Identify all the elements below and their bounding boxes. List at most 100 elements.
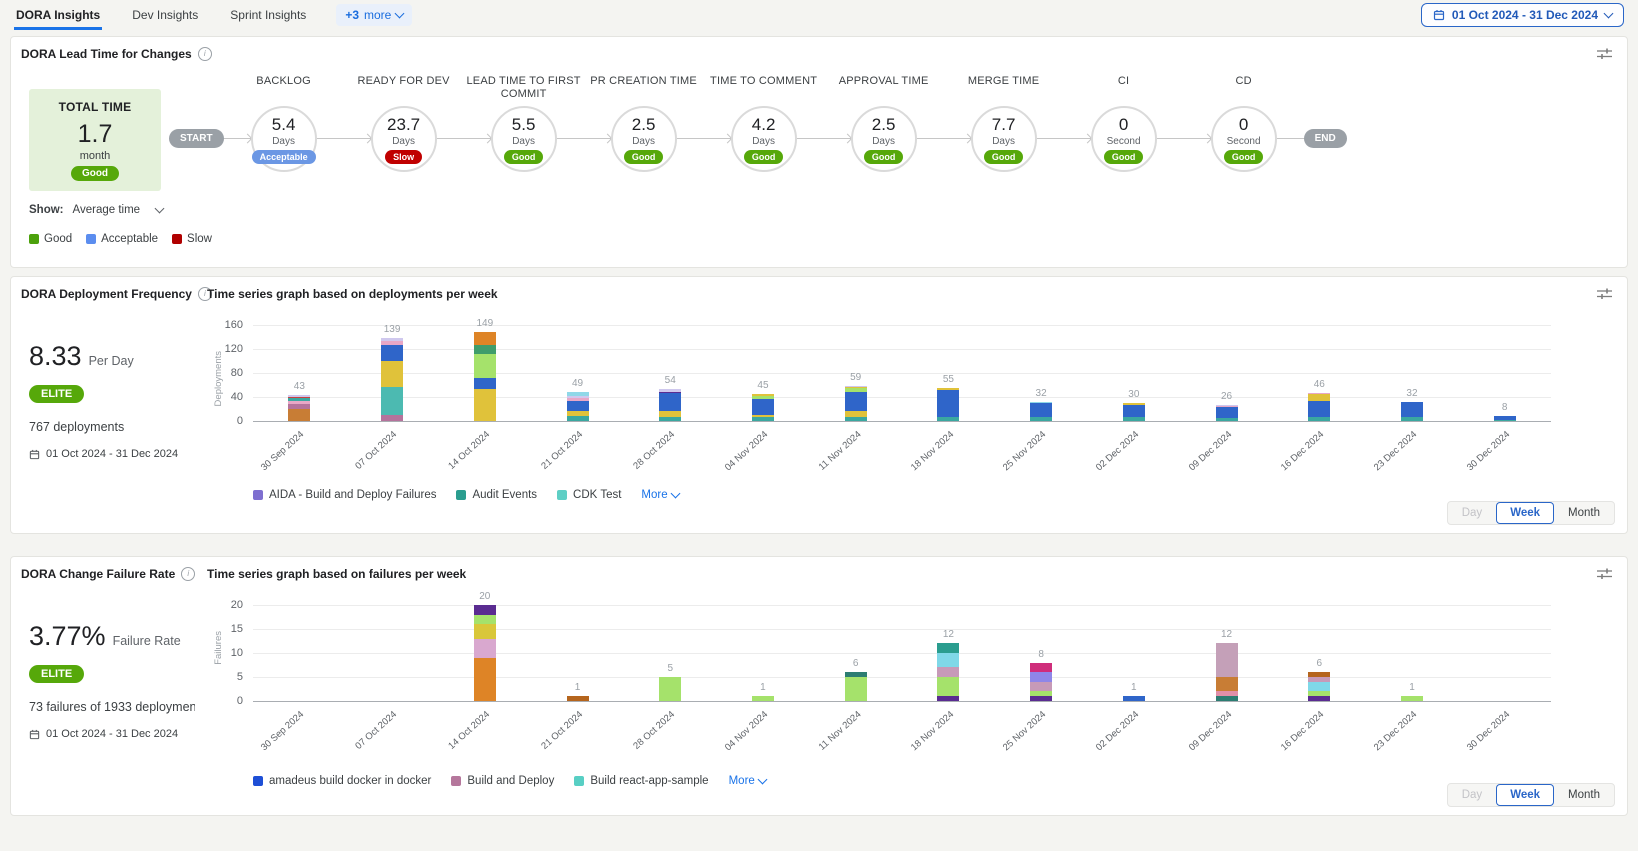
bar-segment [381,341,404,345]
bar-value-label: 5 [667,663,674,674]
stage-unit: Days [392,135,415,147]
bar-segment [1030,691,1053,697]
y-tick-label: 40 [230,391,243,403]
date-range-picker[interactable]: 01 Oct 2024 - 31 Dec 2024 [1420,3,1624,27]
flow-stage-approval-time: APPROVAL TIME 2.5 Days Good [824,75,944,172]
bar-segment [566,416,589,421]
bar-09-dec-2024 [1215,405,1238,421]
info-icon[interactable]: i [181,567,196,581]
legend-more-button[interactable]: More [641,488,681,501]
bar-segment [751,394,774,396]
legend-label: CDK Test [573,489,622,501]
bar-segment [1493,416,1516,420]
bar-value-label: 6 [852,658,859,670]
bar-segment [566,696,589,701]
period-week-button[interactable]: Week [1496,784,1555,806]
y-tick-label: 80 [230,367,243,379]
legend-color-chip [253,776,263,786]
bar-slot-11-nov-2024: 6 11 Nov 2024 [809,605,902,753]
bar-23-dec-2024 [1400,401,1423,421]
info-icon[interactable]: i [197,287,212,301]
period-day-button[interactable]: Day [1461,789,1483,801]
failure-chart-area: Failures 0 5 10 15 20 30 Sep 2024 07 Oct 2024 20… [207,591,1615,787]
info-icon[interactable]: i [197,47,212,61]
legend-item-amadeus-build-docker-in-docker[interactable]: amadeus build docker in docker [253,775,431,787]
chevron-down-icon [394,8,405,19]
change-failure-rate-card: DORA Change Failure Rate i Time series g… [10,556,1628,816]
bar-segment [1122,403,1145,406]
legend-more-button[interactable]: More [729,774,768,787]
filter-settings-icon[interactable] [1596,47,1613,60]
legend-item-aida-build-and-deploy-failures[interactable]: AIDA - Build and Deploy Failures [253,489,436,501]
x-axis-tick-label: 09 Dec 2024 [1186,709,1234,754]
bar-segment [1493,419,1516,421]
more-tabs-label: more [364,8,392,22]
stage-status-badge: Slow [385,149,423,164]
legend-item-build-and-deploy[interactable]: Build and Deploy [451,775,554,787]
flow-stage-pr-creation-time: PR CREATION TIME 2.5 Days Good [584,75,704,172]
stage-status-badge: Acceptable [251,149,316,164]
deployment-subtitle: Time series graph based on deployments p… [207,287,498,301]
bar-slot-30-dec-2024: 8 30 Dec 2024 [1458,325,1551,473]
bar-value-label: 32 [1406,387,1418,399]
legend-label: Build and Deploy [467,775,555,787]
stage-circle: 2.5 Days Good [610,106,677,172]
bar-segment [473,389,496,421]
legend-item-audit-events[interactable]: Audit Events [456,489,537,501]
x-axis-tick-label: 02 Dec 2024 [1093,429,1142,474]
stage-circle: 0 Second Good [1210,106,1277,172]
bar-21-oct-2024 [566,391,589,421]
lead-time-title: DORA Lead Time for Changes [21,47,192,61]
more-tabs-button[interactable]: +3 more [336,4,413,26]
stage-value: 23.7 [387,114,421,134]
bar-segment [1030,662,1053,673]
bar-25-nov-2024 [1030,662,1053,701]
bar-segment [566,401,589,411]
bar-segment [937,643,960,654]
legend-item-cdk-test[interactable]: CDK Test [557,489,621,501]
bar-segment [1400,402,1423,417]
bar-segment [659,411,682,417]
deployment-header: DORA Deployment Frequency i Time series … [11,277,1627,301]
bar-segment [473,605,496,615]
filter-settings-icon[interactable] [1596,567,1613,580]
bar-slot-11-nov-2024: 59 11 Nov 2024 [809,325,902,473]
stage-label: PR CREATION TIME [590,75,697,87]
legend-item-build-react-app-sample[interactable]: Build react-app-sample [574,775,709,787]
period-day-button[interactable]: Day [1461,507,1483,519]
period-week-button[interactable]: Week [1496,502,1555,524]
bar-segment [937,388,960,390]
bar-segment [1400,696,1423,701]
date-range-label: 01 Oct 2024 - 31 Dec 2024 [1451,8,1598,22]
period-month-button[interactable]: Month [1568,789,1600,801]
bar-segment [751,417,774,421]
bars-row: 30 Sep 2024 07 Oct 2024 20 14 Oct 2024 1 21 O… [253,591,1551,753]
deployment-title: DORA Deployment Frequency [21,287,192,301]
tab-dora-insights[interactable]: DORA Insights [14,1,103,30]
bar-30-dec-2024 [1493,416,1516,421]
gridline [253,325,1551,326]
bar-segment [473,638,496,658]
x-axis-tick-label: 21 Oct 2024 [539,709,585,752]
show-dropdown[interactable]: Show: Average time [29,203,165,216]
filter-settings-icon[interactable] [1596,287,1613,300]
bar-value-label: 20 [479,591,491,602]
bar-segment [1308,672,1331,678]
deployment-stats: 8.33 Per Day ELITE 767 deployments 01 Oc… [29,341,201,460]
bar-value-label: 54 [664,374,676,386]
stage-value: 5.4 [271,114,296,134]
tab-sprint-insights[interactable]: Sprint Insights [230,7,307,22]
y-tick-label: 20 [230,599,243,611]
bar-slot-09-dec-2024: 26 09 Dec 2024 [1180,325,1273,473]
x-axis-tick-label: 30 Sep 2024 [259,709,307,754]
failure-chart-legend: amadeus build docker in docker Build and … [253,774,1615,787]
bar-segment [1215,418,1238,421]
gridline [253,701,1551,702]
bar-segment [473,624,496,639]
period-month-button[interactable]: Month [1568,507,1600,519]
bar-value-label: 30 [1128,389,1140,400]
bar-value-label: 149 [476,317,494,329]
x-axis-tick-label: 09 Dec 2024 [1186,429,1234,474]
tab-dev-insights[interactable]: Dev Insights [132,7,199,22]
deployment-chart-legend: AIDA - Build and Deploy Failures Audit Ev… [253,488,1615,501]
